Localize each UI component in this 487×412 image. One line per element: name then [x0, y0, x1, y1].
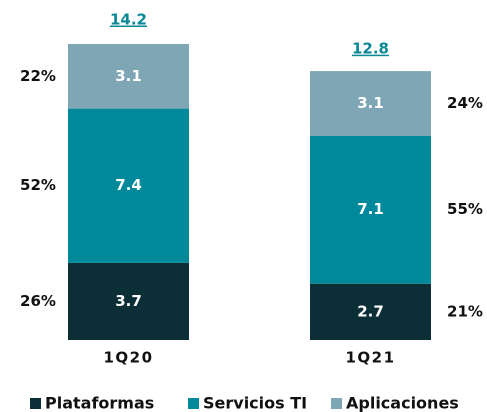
- segment-label: 7.1: [357, 200, 384, 218]
- bar-segment: [68, 108, 189, 263]
- share-label: 21%: [447, 302, 483, 320]
- legend-label: Servicios TI: [203, 394, 307, 412]
- segment-label: 3.1: [357, 94, 384, 112]
- share-label: 24%: [447, 94, 483, 112]
- total-label: 14.2: [110, 11, 147, 29]
- segment-label: 3.7: [115, 292, 142, 310]
- share-label: 26%: [20, 292, 56, 310]
- bar-segment: [310, 283, 431, 340]
- share-label: 55%: [447, 200, 483, 218]
- legend-swatch: [30, 398, 41, 409]
- legend-label: Plataformas: [45, 394, 154, 412]
- segment-label: 2.7: [357, 302, 384, 320]
- legend-swatch: [188, 398, 199, 409]
- share-label: 52%: [20, 176, 56, 194]
- legend-label: Aplicaciones: [346, 394, 459, 412]
- total-label: 12.8: [352, 40, 389, 58]
- bar-segment: [310, 71, 431, 136]
- bar-segment: [310, 135, 431, 284]
- bar-segment: [68, 44, 189, 109]
- x-tick-label: 1Q21: [345, 349, 395, 367]
- segment-label: 7.4: [115, 176, 142, 194]
- x-tick-label: 1Q20: [103, 349, 153, 367]
- segment-label: 3.1: [115, 67, 142, 85]
- legend-swatch: [331, 398, 342, 409]
- bar-segment: [68, 262, 189, 340]
- share-label: 22%: [20, 67, 56, 85]
